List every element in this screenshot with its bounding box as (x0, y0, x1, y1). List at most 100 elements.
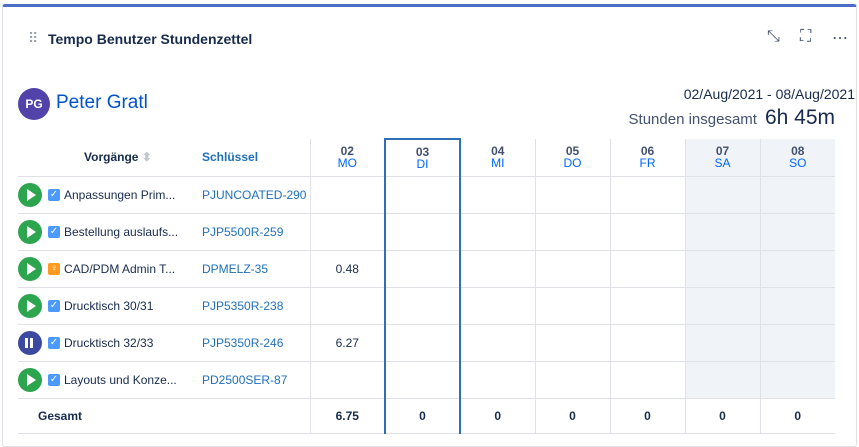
time-cell[interactable] (309, 361, 385, 399)
time-cell[interactable] (384, 287, 461, 325)
issue-key-link[interactable]: PJUNCOATED-290 (202, 176, 310, 214)
day-header-02: 02 MO (309, 139, 385, 177)
time-cell[interactable] (309, 213, 385, 251)
time-cell[interactable] (609, 176, 685, 214)
time-cell[interactable] (309, 176, 385, 214)
time-cell[interactable] (534, 287, 610, 325)
day-header-08: 08 SO (759, 139, 835, 177)
time-cell[interactable] (534, 361, 610, 399)
task-type-icon: ✓ (48, 373, 60, 386)
total-hours: Stunden insgesamt 6h 45m (629, 106, 835, 130)
day-header-04: 04 MI (459, 139, 535, 177)
task-type-icon: ✓ (48, 188, 60, 201)
user-name-link[interactable]: Peter Gratl (56, 92, 148, 113)
table-row: ✓ Anpassungen Prim... PJUNCOATED-290 (18, 176, 835, 214)
column-header-issues[interactable]: Vorgänge ⬍ (64, 139, 202, 177)
time-cell[interactable] (534, 176, 610, 214)
task-type-icon: ✓ (48, 336, 60, 349)
time-cell[interactable] (759, 176, 835, 214)
timer-cell: ✓ (18, 324, 64, 362)
time-cell[interactable] (609, 213, 685, 251)
issue-summary[interactable]: Drucktisch 30/31 (64, 287, 202, 325)
time-cell[interactable] (609, 361, 685, 399)
day-header-07: 07 SA (684, 139, 760, 177)
issue-summary[interactable]: Drucktisch 32/33 (64, 324, 202, 362)
time-cell[interactable] (309, 287, 385, 325)
time-cell[interactable] (534, 324, 610, 362)
time-cell[interactable] (459, 213, 535, 251)
sort-icon[interactable]: ⬍ (141, 150, 152, 165)
task-type-icon: ✓ (48, 299, 60, 312)
time-cell[interactable] (459, 250, 535, 288)
table-row: ✓ Drucktisch 32/33 PJP5350R-246 6.27 (18, 324, 835, 362)
weekday: MI (491, 156, 505, 171)
day-number: 07 (715, 144, 730, 159)
weekday: SA (714, 156, 731, 171)
play-icon[interactable] (18, 219, 42, 244)
time-cell[interactable] (759, 250, 835, 288)
time-cell[interactable] (684, 287, 760, 325)
time-cell[interactable] (759, 361, 835, 399)
spacer: Gesamt (18, 398, 202, 434)
more-icon[interactable]: ⋯ (832, 30, 848, 47)
day-total: 0 (384, 398, 461, 434)
time-cell[interactable] (684, 361, 760, 399)
weekday: DO (563, 156, 582, 171)
issue-summary[interactable]: Anpassungen Prim... (64, 176, 202, 214)
time-cell[interactable] (384, 213, 461, 251)
time-cell[interactable] (684, 213, 760, 251)
play-icon[interactable] (18, 367, 42, 392)
time-cell[interactable] (384, 361, 461, 399)
issue-key-link[interactable]: DPMELZ-35 (202, 250, 310, 288)
issue-summary[interactable]: CAD/PDM Admin T... (64, 250, 202, 288)
collapse-icon[interactable]: ⤡ (767, 28, 780, 45)
issue-key-link[interactable]: PJP5350R-238 (202, 287, 310, 325)
day-total: 0 (759, 398, 835, 434)
play-icon[interactable] (18, 182, 42, 207)
issue-key-link[interactable]: PJP5500R-259 (202, 213, 310, 251)
time-cell[interactable] (684, 324, 760, 362)
play-icon[interactable] (18, 256, 42, 281)
day-header-05: 05 DO (534, 139, 610, 177)
issue-key-link[interactable]: PD2500SER-87 (202, 361, 310, 399)
day-number: 06 (640, 144, 655, 159)
issue-key-link[interactable]: PJP5350R-246 (202, 324, 310, 362)
time-cell[interactable]: 6.27 (309, 324, 385, 362)
time-cell[interactable] (384, 176, 461, 214)
time-cell[interactable] (759, 287, 835, 325)
time-cell[interactable] (684, 250, 760, 288)
time-cell[interactable] (534, 213, 610, 251)
time-cell[interactable] (384, 250, 461, 288)
time-cell[interactable] (759, 213, 835, 251)
time-cell[interactable] (609, 250, 685, 288)
drag-handle-icon[interactable]: ⠿ (28, 30, 39, 46)
weekday: SO (789, 156, 807, 171)
timer-cell: ✓ (18, 361, 64, 399)
task-type-icon: ✓ (48, 225, 60, 238)
day-number: 05 (565, 144, 580, 159)
fullscreen-icon[interactable]: ⛶ (800, 28, 812, 45)
time-cell[interactable] (534, 250, 610, 288)
avatar: PG (18, 88, 50, 120)
day-total: 0 (609, 398, 685, 434)
time-cell[interactable] (384, 324, 461, 362)
play-icon[interactable] (18, 293, 42, 318)
pause-icon[interactable] (18, 330, 42, 355)
time-cell[interactable] (459, 287, 535, 325)
time-cell[interactable] (609, 287, 685, 325)
time-cell[interactable]: 0.48 (309, 250, 385, 288)
timer-cell: ✓ (18, 176, 64, 214)
issue-summary[interactable]: Layouts und Konze... (64, 361, 202, 399)
column-header-key: Schlüssel (202, 139, 310, 177)
time-cell[interactable] (459, 361, 535, 399)
time-cell[interactable] (759, 324, 835, 362)
total-label: Stunden insgesamt (628, 111, 757, 128)
time-cell[interactable] (609, 324, 685, 362)
total-row-label: Gesamt (38, 408, 83, 423)
weekday: MO (337, 156, 357, 171)
time-cell[interactable] (459, 176, 535, 214)
time-cell[interactable] (684, 176, 760, 214)
issue-summary[interactable]: Bestellung auslaufs... (64, 213, 202, 251)
time-cell[interactable] (459, 324, 535, 362)
day-number: 04 (491, 144, 505, 159)
